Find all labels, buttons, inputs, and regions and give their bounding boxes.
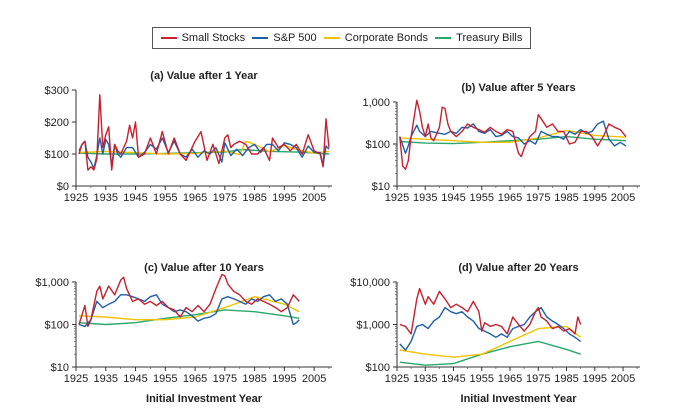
y-tick-label: $100 bbox=[45, 149, 69, 161]
x-tick-label: 1985 bbox=[554, 373, 578, 385]
legend-item-sp500: S&P 500 bbox=[252, 32, 317, 44]
y-tick-label: $100 bbox=[366, 139, 390, 151]
chart-panel-2: (b) Value after 5 Years $10 $100 1,000 1925 1… bbox=[362, 82, 640, 204]
series-line-small-stocks bbox=[78, 94, 330, 171]
y-tick-label: $200 bbox=[45, 117, 69, 129]
chart-panel-4: (d) Value after 20 Years $100 $1,000 $10,00… bbox=[350, 262, 640, 405]
legend-label-sp500: S&P 500 bbox=[273, 32, 317, 44]
y-tick-label: $1,000 bbox=[35, 277, 69, 289]
x-tick-label: 1925 bbox=[64, 373, 88, 385]
series-line-small-stocks bbox=[399, 287, 582, 335]
x-tick-label: 1975 bbox=[213, 373, 237, 385]
x-tick-label: 1955 bbox=[470, 373, 494, 385]
chart-panel-1: (a) Value after 1 Year $0 $100 $200 $300 1925… bbox=[45, 70, 332, 204]
series-line-treasury-bills bbox=[399, 135, 626, 145]
chart-title: (c) Value after 10 Years bbox=[144, 262, 264, 274]
x-tick-label: 1925 bbox=[64, 192, 88, 204]
chart-title: (d) Value after 20 Years bbox=[458, 262, 578, 274]
x-tick-label: 1955 bbox=[153, 192, 177, 204]
legend-item-corporate-bonds: Corporate Bonds bbox=[323, 32, 428, 44]
chart-panel-3: (c) Value after 10 Years $10 $100 $1,000 192… bbox=[35, 262, 332, 405]
x-tick-label: 1995 bbox=[583, 192, 607, 204]
series-line-treasury-bills bbox=[78, 309, 300, 326]
series-line-sp-500 bbox=[78, 294, 300, 328]
y-tick-label: $1,000 bbox=[356, 320, 390, 332]
x-tick-label: 1945 bbox=[441, 192, 465, 204]
x-tick-label: 2005 bbox=[302, 373, 326, 385]
x-tick-label: 1925 bbox=[385, 373, 409, 385]
x-tick-label: 1965 bbox=[498, 192, 522, 204]
x-tick-label: 1935 bbox=[94, 192, 118, 204]
x-tick-label: 1965 bbox=[183, 192, 207, 204]
x-tick-label: 1975 bbox=[526, 192, 550, 204]
x-tick-label: 1925 bbox=[385, 192, 409, 204]
series-line-corporate-bonds bbox=[78, 296, 300, 321]
x-tick-label: 1965 bbox=[498, 373, 522, 385]
y-tick-label: $10,000 bbox=[350, 277, 390, 289]
y-tick-label: $10 bbox=[372, 181, 390, 193]
x-axis-label: Initial Investment Year bbox=[146, 393, 263, 405]
x-tick-label: 1935 bbox=[413, 373, 437, 385]
x-tick-label: 1985 bbox=[242, 192, 266, 204]
legend-swatch-corporate-bonds bbox=[323, 37, 340, 39]
y-tick-label: $300 bbox=[45, 85, 69, 97]
x-tick-label: 1945 bbox=[123, 192, 147, 204]
legend-label-small-stocks: Small Stocks bbox=[181, 32, 246, 44]
x-tick-label: 1995 bbox=[583, 373, 607, 385]
y-tick-label: $100 bbox=[45, 320, 69, 332]
legend-item-small-stocks: Small Stocks bbox=[160, 32, 246, 44]
y-tick-label: $100 bbox=[366, 362, 390, 374]
x-tick-label: 1945 bbox=[123, 373, 147, 385]
series-line-small-stocks bbox=[78, 273, 300, 328]
x-tick-label: 1985 bbox=[242, 373, 266, 385]
y-tick-label: 1,000 bbox=[362, 97, 390, 109]
x-tick-label: 1965 bbox=[183, 373, 207, 385]
y-tick-label: $10 bbox=[51, 362, 69, 374]
chart-title: (b) Value after 5 Years bbox=[461, 82, 575, 94]
x-tick-label: 1975 bbox=[213, 192, 237, 204]
legend-swatch-treasury-bills bbox=[435, 37, 452, 39]
chart-title: (a) Value after 1 Year bbox=[150, 70, 258, 82]
x-tick-label: 1955 bbox=[470, 192, 494, 204]
x-tick-label: 1935 bbox=[94, 373, 118, 385]
x-tick-label: 1995 bbox=[272, 192, 296, 204]
x-tick-label: 1995 bbox=[272, 373, 296, 385]
x-tick-label: 2005 bbox=[611, 192, 635, 204]
series-line-small-stocks bbox=[399, 99, 627, 171]
legend-label-treasury-bills: Treasury Bills bbox=[456, 32, 523, 44]
x-tick-label: 1935 bbox=[413, 192, 437, 204]
x-tick-label: 2005 bbox=[611, 373, 635, 385]
series-line-treasury-bills bbox=[399, 340, 581, 366]
legend-swatch-small-stocks bbox=[160, 37, 177, 39]
y-tick-label: $0 bbox=[57, 181, 69, 193]
series-line-sp-500 bbox=[399, 306, 582, 351]
legend-swatch-sp500 bbox=[252, 37, 269, 39]
chart-legend: Small Stocks S&P 500 Corporate Bonds Tre… bbox=[152, 27, 531, 49]
x-axis-label: Initial Investment Year bbox=[461, 393, 578, 405]
x-tick-label: 2005 bbox=[302, 192, 326, 204]
x-tick-label: 1985 bbox=[554, 192, 578, 204]
x-tick-label: 1975 bbox=[526, 373, 550, 385]
legend-item-treasury-bills: Treasury Bills bbox=[435, 32, 522, 44]
x-tick-label: 1945 bbox=[441, 373, 465, 385]
x-tick-label: 1955 bbox=[153, 373, 177, 385]
legend-label-corporate-bonds: Corporate Bonds bbox=[344, 32, 428, 44]
